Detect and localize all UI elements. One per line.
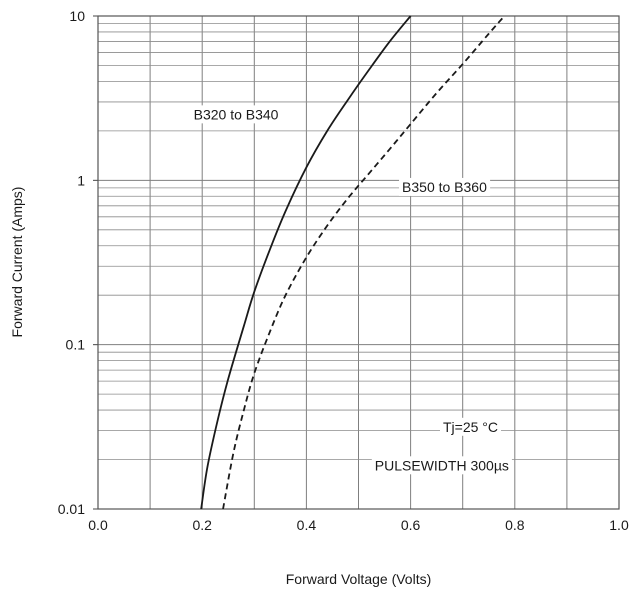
x-tick-label: 0.0	[88, 517, 108, 533]
annotation-background	[371, 456, 512, 475]
annotation-label: PULSEWIDTH 300µs	[375, 457, 509, 473]
annotation-background	[190, 105, 282, 124]
annotations-group: B320 to B340 B350 to B360 Tj=25 °C PULSEWID…	[190, 105, 512, 475]
annotation-label: B350 to B360	[402, 179, 487, 195]
x-tick-label: 0.8	[505, 517, 525, 533]
y-tick-label: 10	[69, 8, 85, 24]
x-tick-label: 0.4	[297, 517, 317, 533]
plot-frame	[97, 15, 620, 510]
annotation-background	[440, 417, 502, 436]
y-tick-labels: 0.01 0.1 1 10	[58, 8, 85, 517]
x-tick-label: 0.6	[401, 517, 421, 533]
y-tick-label: 1	[77, 172, 85, 188]
y-axis-label: Forward Current (Amps)	[9, 187, 25, 338]
annotation-label: B320 to B340	[194, 106, 279, 122]
x-tick-label: 1.0	[609, 517, 629, 533]
x-tick-label: 0.2	[192, 517, 212, 533]
x-tick-labels: 0.0 0.2 0.4 0.6 0.8 1.0	[88, 517, 629, 533]
annotation-background	[399, 177, 491, 196]
y-tick-label: 0.01	[58, 501, 85, 517]
series-group	[200, 15, 506, 510]
x-axis-label: Forward Voltage (Volts)	[286, 571, 432, 587]
series-line-b350-to-b360	[222, 15, 506, 510]
series-line-b320-to-b340	[200, 15, 412, 510]
y-tick-label: 0.1	[66, 337, 86, 353]
annotation-label: Tj=25 °C	[443, 419, 498, 435]
grid-lines	[93, 15, 620, 510]
